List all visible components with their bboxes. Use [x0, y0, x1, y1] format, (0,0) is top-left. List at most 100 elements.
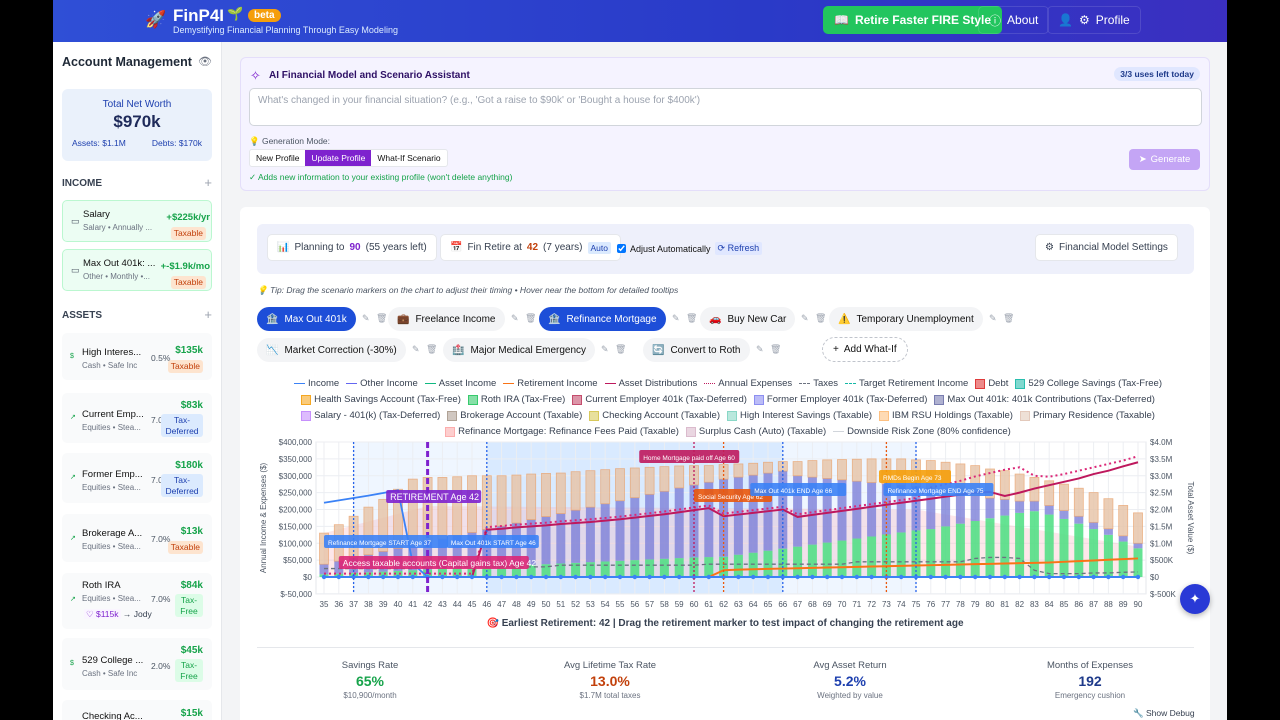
legend-item[interactable]: Former Employer 401k (Tax-Deferred)	[753, 393, 927, 406]
scenario-chip[interactable]: 🏥 Major Medical Emergency	[443, 338, 596, 362]
add-income-button[interactable]: +	[204, 175, 212, 190]
asset-rate: 2.0%	[151, 661, 171, 671]
asset-item[interactable]: $ High Interes... Cash • Safe Inc 0.5% $135k…	[62, 333, 212, 380]
asset-item[interactable]: ↗ Brokerage A... Equities • Stea... 7.0% $13…	[62, 514, 212, 562]
legend-item[interactable]: High Interest Savings (Taxable)	[727, 409, 872, 422]
scenario-chip[interactable]: 📉 Market Correction (-30%)	[257, 338, 406, 362]
adjust-automatically[interactable]: Adjust Automatically ⟳ Refresh	[617, 242, 763, 255]
add-what-if-button[interactable]: + Add What-If	[822, 337, 908, 362]
fire-style-button[interactable]: 📖 Retire Faster FIRE Style	[823, 6, 1003, 34]
legend-item[interactable]: Max Out 401k: 401k Contributions (Tax-De…	[934, 393, 1155, 406]
bar-taxable	[851, 458, 862, 482]
card-icon: ▭	[71, 216, 80, 226]
edit-icon[interactable]: ✎	[511, 313, 519, 323]
asset-item[interactable]: ↗ Former Emp... Equities • Stea... 7.0 $180k…	[62, 453, 212, 503]
x-tick-label: 57	[645, 600, 654, 609]
income-item[interactable]: ▭ Max Out 401k: ... Other • Monthly •... +-…	[62, 249, 212, 291]
legend-item[interactable]: Current Employer 401k (Tax-Deferred)	[572, 393, 747, 406]
brand-name[interactable]: FinP4I	[173, 6, 225, 25]
edit-icon[interactable]: ✎	[672, 313, 680, 323]
trash-icon[interactable]: 🗑	[376, 313, 388, 323]
legend-item[interactable]: Checking Account (Taxable)	[589, 409, 720, 422]
trash-icon[interactable]: 🗑	[770, 344, 782, 354]
legend-item[interactable]: Other Income	[346, 377, 418, 390]
ai-prompt-input[interactable]	[249, 88, 1202, 126]
scenario-chip[interactable]: 🔄 Convert to Roth	[643, 338, 750, 362]
trash-icon[interactable]: 🗑	[615, 344, 627, 354]
data-point	[1047, 574, 1052, 580]
bar-tax-deferred	[896, 485, 906, 533]
bar-roth-ira	[452, 568, 462, 577]
beta-badge: beta	[248, 9, 281, 22]
asset-item[interactable]: Checking Ac... $15k	[62, 700, 212, 720]
trash-icon[interactable]: 🗑	[815, 313, 827, 323]
bar-taxable	[467, 475, 477, 533]
legend-item[interactable]: Downside Risk Zone (80% confidence)	[833, 425, 1011, 438]
generate-button[interactable]: ➤ Generate	[1129, 149, 1200, 170]
bar-tax-deferred	[793, 475, 803, 547]
asset-item[interactable]: ↗ Current Emp... Equities • Stea... 7.0 $83k…	[62, 393, 212, 443]
data-point	[395, 574, 401, 580]
scenario-chip[interactable]: 🏦 Max Out 401k	[257, 307, 356, 331]
trash-icon[interactable]: 🗑	[1003, 313, 1015, 323]
about-button[interactable]: ⓘ About	[978, 6, 1050, 34]
legend-item[interactable]: Health Savings Account (Tax-Free)	[301, 393, 461, 406]
legend-item[interactable]: Retirement Income	[503, 377, 598, 390]
scenario-chip[interactable]: ⚠️ Temporary Unemployment	[829, 307, 983, 331]
asset-item[interactable]: ↗ Roth IRA Equities • Stea... 7.0% ♡ $115k →…	[62, 573, 212, 629]
chart-caption: 🎯 Earliest Retirement: 42 | Drag the ret…	[486, 618, 964, 629]
legend-item[interactable]: Taxes	[799, 377, 838, 390]
mode-what-if[interactable]: What-If Scenario	[377, 153, 441, 163]
model-settings-button[interactable]: ⚙ Financial Model Settings	[1035, 234, 1178, 261]
edit-icon[interactable]: ✎	[989, 313, 997, 323]
mode-new-profile[interactable]: New Profile	[256, 153, 300, 163]
edit-icon[interactable]: ✎	[601, 344, 609, 354]
legend-item[interactable]: Annual Expenses	[704, 377, 792, 390]
ai-sparkle-fab[interactable]: ✦	[1180, 584, 1210, 614]
asset-item[interactable]: $529 College ... Cash • Safe Inc 2.0% $45k T…	[62, 638, 212, 690]
x-tick-label: 79	[971, 600, 980, 609]
asset-rate: 0.5%	[151, 353, 171, 363]
profile-button[interactable]: 👤 ⚙ Profile	[1047, 6, 1141, 34]
planning-horizon[interactable]: 📊 Planning to 90 (55 years left)	[267, 234, 437, 261]
legend-item[interactable]: Refinance Mortgage: Refinance Fees Paid …	[445, 425, 679, 438]
trash-icon[interactable]: 🗑	[426, 344, 438, 354]
legend-item[interactable]: Income	[294, 377, 339, 390]
legend-item[interactable]: Salary - 401(k) (Tax-Deferred)	[301, 409, 440, 422]
adjust-checkbox[interactable]	[617, 244, 626, 253]
trash-icon[interactable]: 🗑	[525, 313, 537, 323]
x-tick-label: 78	[956, 600, 965, 609]
retire-age[interactable]: 📅 Fin Retire at 42 (7 years) Auto	[440, 234, 621, 261]
scenario-chip[interactable]: 🚗 Buy New Car	[700, 307, 796, 331]
legend-item[interactable]: Debt	[975, 377, 1008, 390]
data-point	[336, 574, 341, 580]
legend-item[interactable]: Asset Distributions	[604, 377, 697, 390]
home-mortgage-label-bg	[639, 450, 740, 463]
legend-swatch	[753, 394, 764, 405]
mode-update-profile[interactable]: Update Profile	[305, 150, 372, 166]
show-debug-button[interactable]: 🔧 Show Debug	[1133, 708, 1195, 718]
add-asset-button[interactable]: +	[204, 307, 212, 322]
edit-icon[interactable]: ✎	[412, 344, 420, 354]
legend-item[interactable]: Asset Income	[424, 377, 496, 390]
legend-item[interactable]: Primary Residence (Taxable)	[1019, 409, 1155, 422]
projection-chart[interactable]: RETIREMENT Age 42 Refinance Mortgage STAR…	[240, 436, 1210, 616]
legend-item[interactable]: IBM RSU Holdings (Taxable)	[879, 409, 1013, 422]
edit-icon[interactable]: ✎	[756, 344, 764, 354]
scenario-chip[interactable]: 💼 Freelance Income	[388, 307, 505, 331]
income-item[interactable]: ▭ Salary Salary • Annually ... +$225k/yr Tax…	[62, 200, 212, 242]
legend-item[interactable]: Roth IRA (Tax-Free)	[467, 393, 565, 406]
data-point	[1121, 574, 1126, 580]
scenario-label: Temporary Unemployment	[856, 313, 974, 325]
edit-icon[interactable]: ✎	[801, 313, 809, 323]
scenario-chip[interactable]: 🏦 Refinance Mortgage	[539, 307, 666, 331]
trash-icon[interactable]: 🗑	[686, 313, 698, 323]
legend-item[interactable]: 529 College Savings (Tax-Free)	[1015, 377, 1162, 390]
legend-item[interactable]: Surplus Cash (Auto) (Taxable)	[685, 425, 826, 438]
edit-icon[interactable]: ✎	[362, 313, 370, 323]
legend-item[interactable]: Target Retirement Income	[845, 377, 968, 390]
eye-icon[interactable]: 👁	[198, 56, 212, 68]
legend-item[interactable]: Brokerage Account (Taxable)	[447, 409, 582, 422]
bar-roth-ira	[985, 518, 995, 577]
refresh-button[interactable]: ⟳ Refresh	[714, 242, 763, 255]
